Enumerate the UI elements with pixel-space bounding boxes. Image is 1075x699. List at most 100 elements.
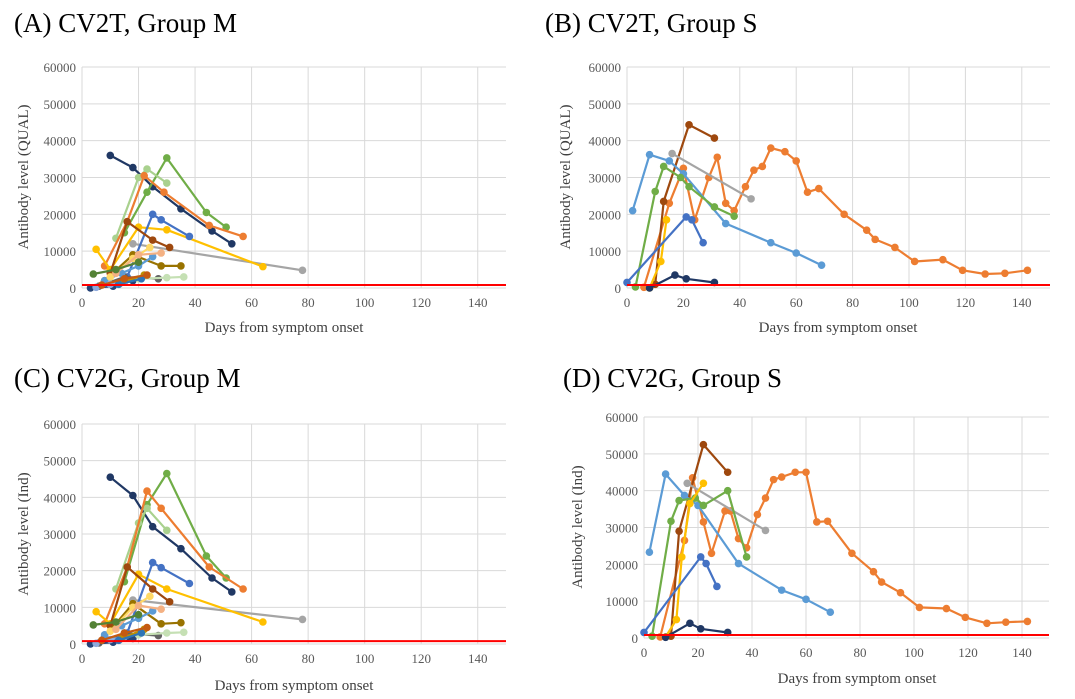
data-point [129,240,137,248]
data-point [753,510,762,519]
data-point [792,157,800,165]
data-point [106,473,115,481]
panel-a: (A) CV2T, Group M 0 10000 20000 30000 40000 5… [0,0,537,347]
data-point [177,544,185,553]
data-point [896,588,905,597]
data-point [163,526,171,535]
data-point [891,243,899,252]
data-point [112,618,120,626]
data-point [89,270,98,278]
data-point [120,629,129,637]
data-point [112,625,120,634]
data-point [163,585,171,593]
y-tick-label: 60000 [606,410,639,425]
data-point [699,479,708,488]
y-tick-label: 40000 [589,134,622,149]
data-point [758,162,767,171]
x-tick-label: 20 [132,651,145,666]
data-point [871,235,879,244]
data-point [120,274,129,283]
data-point [676,173,685,182]
data-point [671,271,679,279]
data-point [672,615,681,624]
data-point [659,197,668,206]
data-point [767,144,775,152]
data-point [1023,617,1032,626]
data-point [202,208,211,217]
data-point [939,255,947,264]
x-axis-label: Days from symptom onset [205,320,365,336]
data-point [157,605,165,613]
x-axis-label: Days from symptom onset [778,671,938,687]
data-point [148,522,157,531]
data-point [157,262,165,270]
data-point [678,553,686,561]
data-point [761,526,770,535]
data-point [699,440,708,449]
data-point [92,607,100,616]
x-tick-label: 0 [624,295,631,310]
x-tick-label: 40 [189,651,202,666]
x-tick-label: 100 [355,295,375,310]
series-line [665,622,728,639]
data-point [688,216,696,224]
data-point [814,184,823,193]
x-tick-label: 40 [733,295,746,310]
chart-a: 0 10000 20000 30000 40000 50000 60000 0 20 40 60 80… [16,60,506,336]
series-line [132,242,303,272]
data-point [148,585,157,593]
data-point [707,549,716,558]
data-point [163,226,171,234]
data-point [661,470,670,478]
data-point [682,213,691,221]
data-point [165,598,174,606]
data-point [723,486,732,495]
x-tick-label: 0 [641,645,648,660]
data-point [710,134,719,142]
data-point [802,468,810,477]
chart-c: 0 10000 20000 30000 40000 50000 60000 0 20 40 60 80… [16,417,506,694]
data-point [143,623,151,632]
y-tick-label: 10000 [44,244,77,259]
data-point [817,261,826,269]
data-point [228,240,236,248]
data-point [86,284,95,292]
y-tick-label: 0 [632,631,639,646]
y-tick-label: 30000 [589,171,622,186]
data-point [143,165,151,173]
data-point [648,632,656,640]
series-line [643,555,718,634]
chart-d: 0 10000 20000 30000 40000 50000 60000 0 20 40 60 80… [570,410,1049,687]
data-point [177,262,185,270]
data-point [657,257,665,266]
data-point [160,188,168,197]
series-line [648,472,831,614]
data-point [163,154,171,162]
data-point [140,171,148,180]
x-axis-label: Days from symptom onset [759,320,919,336]
y-tick-label: 60000 [44,417,77,432]
y-tick-label: 30000 [44,527,77,542]
data-point [685,182,693,191]
data-point [823,517,832,526]
data-point [163,629,171,637]
y-tick-label: 20000 [606,557,639,572]
data-point [185,232,194,241]
data-point [791,468,799,477]
data-point [730,212,738,220]
data-point [723,468,732,477]
data-point [667,517,675,526]
data-point [259,262,267,271]
data-point [803,188,812,197]
data-point [143,188,151,197]
data-point [205,563,213,571]
data-point [185,579,194,588]
data-point [713,153,722,162]
data-point [721,507,729,515]
data-point [685,121,693,129]
x-tick-label: 80 [846,295,859,310]
data-point [696,553,705,561]
y-tick-label: 0 [70,637,77,652]
data-point [1002,618,1010,626]
y-tick-label: 50000 [44,97,77,112]
